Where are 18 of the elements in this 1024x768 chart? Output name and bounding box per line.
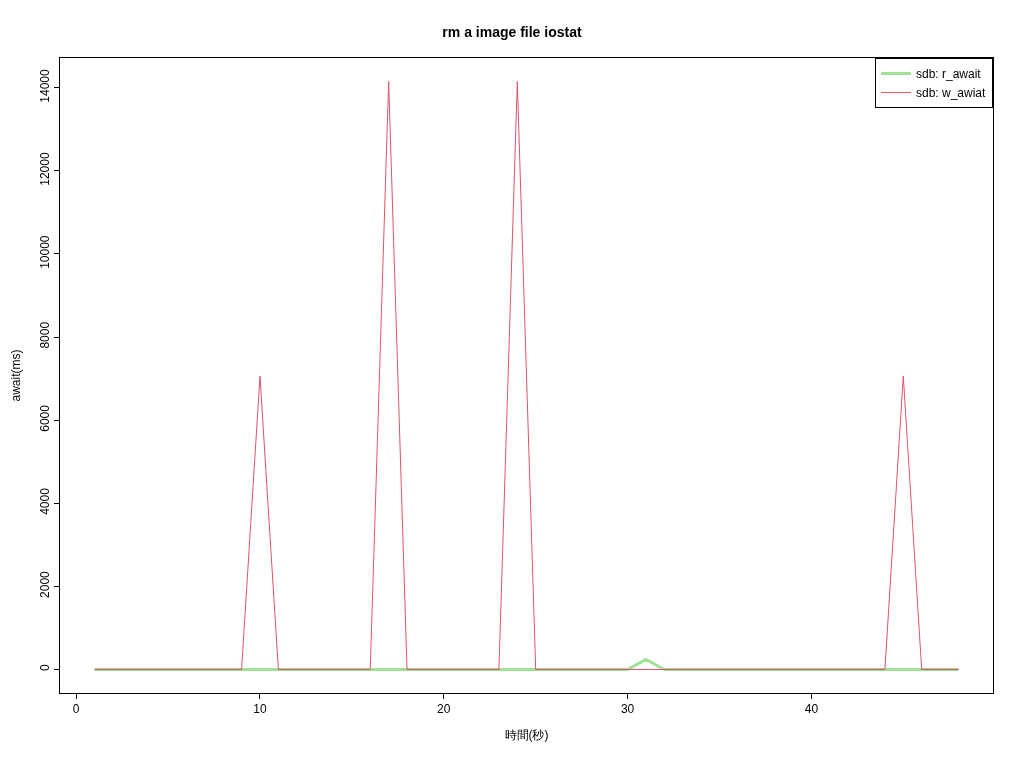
- x-tick-label: 10: [253, 702, 267, 717]
- x-tick-label: 40: [804, 702, 819, 717]
- y-tick-label: 10000: [38, 235, 53, 269]
- legend-label: sdb: w_awiat: [916, 86, 987, 101]
- y-tick-label: 6000: [38, 404, 53, 432]
- y-tick-label: 8000: [38, 321, 53, 349]
- legend-label: sdb: r_await: [916, 67, 982, 82]
- chart-title: rm a image file iostat: [442, 23, 582, 40]
- y-tick-label: 4000: [38, 487, 53, 515]
- x-tick-label: 0: [72, 702, 80, 717]
- y-tick-label: 14000: [38, 68, 53, 103]
- x-axis-title: 時間(秒): [504, 728, 549, 743]
- x-tick-label: 20: [437, 702, 451, 717]
- y-tick-label: 0: [38, 664, 53, 672]
- y-axis-title: await(ms): [8, 349, 23, 402]
- x-tick-label: 30: [620, 702, 635, 717]
- y-tick-label: 2000: [38, 570, 53, 598]
- y-tick-label: 12000: [38, 152, 53, 186]
